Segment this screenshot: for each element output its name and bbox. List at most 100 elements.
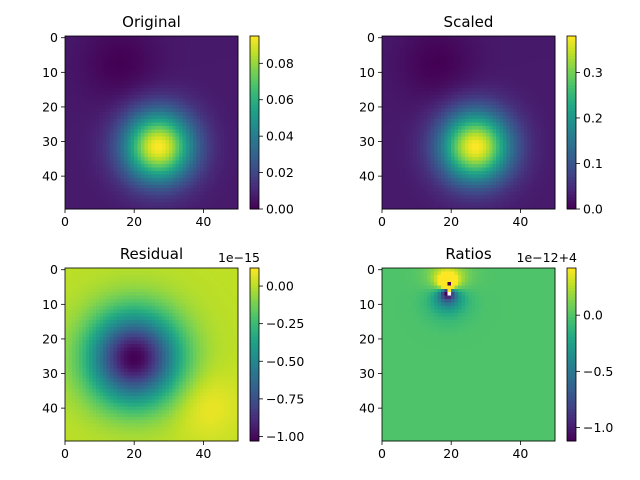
heatmap-cell [413, 132, 418, 137]
heatmap-cell [485, 60, 490, 65]
heatmap-cell [527, 177, 532, 182]
heatmap-cell [468, 36, 473, 41]
heatmap-cell [478, 174, 483, 179]
heatmap-cell [468, 115, 473, 120]
heatmap-cell [116, 67, 121, 72]
heatmap-cell [471, 195, 477, 200]
heatmap-cell [189, 115, 194, 120]
heatmap-cell [433, 105, 438, 110]
heatmap-cell [199, 177, 204, 182]
heatmap-cell [141, 112, 146, 117]
heatmap-cell [199, 195, 204, 200]
heatmap-cell [503, 87, 508, 92]
heatmap-cell [154, 184, 160, 189]
heatmap-cell [120, 105, 125, 110]
heatmap-cell [402, 53, 407, 58]
heatmap-cell [134, 42, 139, 47]
heatmap-cell [161, 202, 166, 207]
heatmap-cell [213, 177, 218, 182]
heatmap-cell [503, 101, 508, 106]
heatmap-cell [451, 46, 456, 51]
heatmap-cell [458, 46, 463, 51]
heatmap-cell [182, 115, 187, 120]
heatmap-cell [96, 101, 101, 106]
heatmap-cell [534, 87, 539, 92]
heatmap-cell [496, 167, 501, 172]
heatmap-cell [461, 164, 466, 169]
heatmap-cell [420, 119, 425, 124]
heatmap-cell [179, 170, 184, 175]
heatmap-cell [193, 160, 198, 165]
heatmap-cell [382, 119, 387, 124]
heatmap-cell [537, 132, 542, 137]
heatmap-cell [199, 101, 204, 106]
heatmap-cell [196, 129, 201, 134]
heatmap-cell [151, 115, 156, 120]
heatmap-cell [106, 153, 111, 158]
heatmap-cell [430, 70, 435, 75]
heatmap-cell [382, 132, 387, 137]
axes-frame [64, 35, 239, 210]
heatmap-cell [447, 67, 452, 72]
heatmap-cell [544, 36, 549, 41]
heatmap-cell [217, 94, 222, 99]
heatmap-cell [433, 80, 438, 86]
heatmap-cell [127, 108, 132, 113]
heatmap-cell [68, 49, 73, 54]
heatmap-cell [489, 184, 494, 189]
heatmap-cell [478, 139, 483, 144]
heatmap-cell [471, 77, 477, 82]
heatmap-cell [444, 112, 449, 117]
heatmap-cell [158, 84, 163, 89]
heatmap-cell [482, 164, 487, 169]
heatmap-cell [130, 60, 135, 65]
heatmap-cell [392, 53, 397, 58]
heatmap-cell [75, 63, 80, 68]
heatmap-cell [175, 205, 180, 210]
heatmap-cell [113, 174, 118, 179]
heatmap-cell [420, 195, 425, 200]
heatmap-cell [548, 94, 553, 99]
heatmap-cell [120, 153, 125, 158]
heatmap-cell [399, 132, 404, 137]
heatmap-cell [413, 105, 418, 110]
heatmap-cell [85, 67, 90, 72]
heatmap-cell [544, 160, 549, 165]
heatmap-cell [530, 119, 535, 124]
heatmap-cell [468, 56, 473, 61]
heatmap-cell [116, 188, 121, 193]
heatmap-cell [433, 70, 438, 75]
colorbar-segment [250, 159, 259, 164]
heatmap-cell [492, 53, 497, 58]
heatmap-cell [402, 153, 407, 158]
heatmap-cell [478, 67, 483, 72]
heatmap-cell [109, 91, 115, 96]
heatmap-cell [510, 49, 515, 54]
heatmap-cell [451, 122, 456, 127]
heatmap-cell [541, 122, 546, 127]
heatmap-cell [151, 174, 156, 179]
heatmap-cell [231, 150, 236, 155]
heatmap-cell [203, 125, 208, 131]
heatmap-cell [161, 101, 166, 106]
heatmap-cell [465, 101, 470, 106]
heatmap-cell [151, 167, 156, 172]
heatmap-cell [134, 60, 139, 65]
heatmap-cell [224, 49, 229, 54]
heatmap-cell [158, 101, 163, 106]
heatmap-cell [89, 67, 94, 72]
heatmap-cell [395, 74, 400, 79]
heatmap-cell [120, 53, 125, 58]
heatmap-cell [395, 188, 400, 193]
heatmap-cell [492, 143, 497, 148]
heatmap-cell [503, 112, 508, 117]
heatmap-cell [423, 36, 428, 41]
heatmap-cell [482, 60, 487, 65]
heatmap-cell [234, 80, 239, 86]
heatmap-cell [492, 101, 497, 106]
colorbar-segment [250, 116, 259, 121]
heatmap-cell [489, 198, 494, 203]
heatmap-cell [437, 91, 442, 96]
heatmap-cell [510, 150, 515, 155]
heatmap-cell [548, 184, 553, 189]
